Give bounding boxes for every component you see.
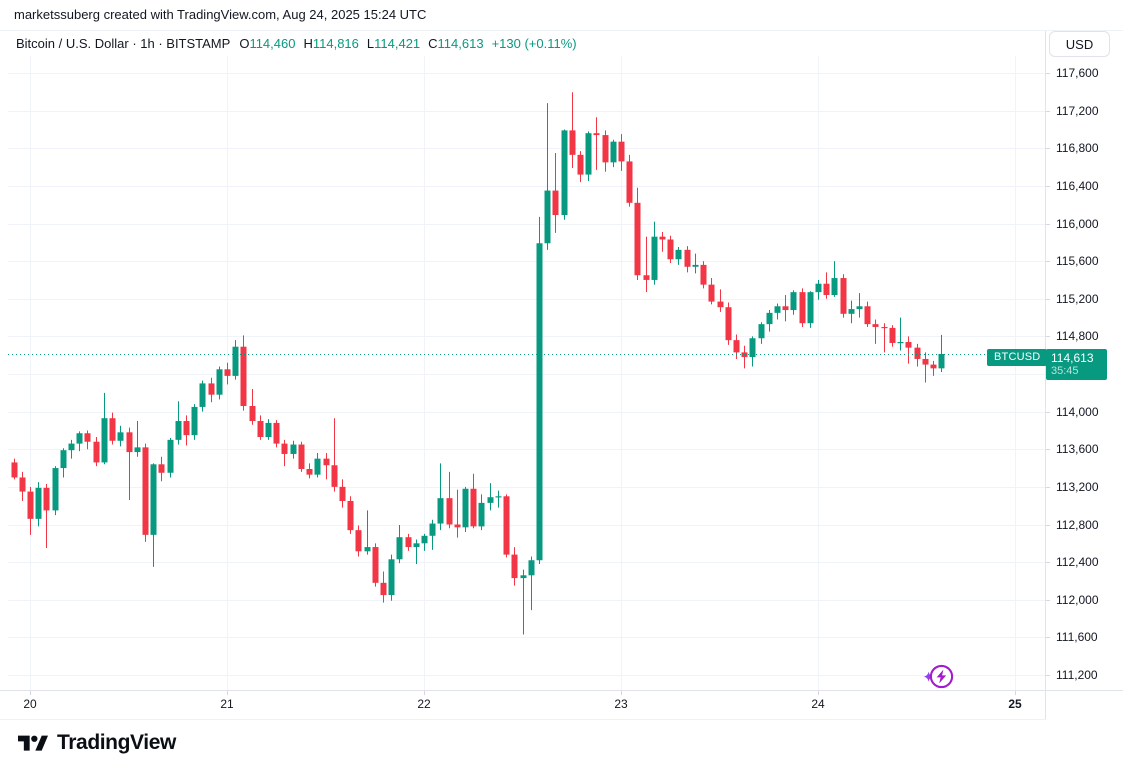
price-axis-label: 114,000 xyxy=(1056,404,1099,419)
time-axis-tick xyxy=(1015,691,1016,695)
price-axis-label: 111,200 xyxy=(1056,668,1098,682)
symbol-price-line-label: BTCUSD xyxy=(987,349,1048,366)
lightning-bolt-icon xyxy=(936,669,947,684)
price-axis-tick xyxy=(1046,525,1050,526)
price-axis-tick xyxy=(1046,487,1050,488)
price-axis-tick xyxy=(1046,637,1050,638)
time-axis-tick xyxy=(621,691,622,695)
ohlc-values: O114,460 H114,816 L114,421 C114,613 xyxy=(239,36,491,51)
price-axis-label: 117,600 xyxy=(1056,66,1099,80)
tradingview-logo-icon xyxy=(18,735,48,751)
price-axis-tick xyxy=(1046,600,1050,601)
attribution-bar: marketssuberg created with TradingView.c… xyxy=(0,0,1123,31)
tradingview-branding[interactable]: TradingView xyxy=(18,731,176,755)
price-axis-tick xyxy=(1046,299,1050,300)
price-axis-tick xyxy=(1046,186,1050,187)
time-axis-tick xyxy=(227,691,228,695)
time-axis-label: 25 xyxy=(1008,697,1022,711)
time-axis[interactable]: 20 21 22 23 24 25 xyxy=(0,691,1046,720)
price-axis-tick xyxy=(1046,111,1050,112)
bar-close-countdown: 35:45 xyxy=(1051,365,1079,377)
price-axis-tick xyxy=(1046,562,1050,563)
candles xyxy=(11,92,945,635)
last-price-value: 114,613 xyxy=(1051,351,1094,365)
time-axis-tick xyxy=(30,691,31,695)
price-axis-tick xyxy=(1046,224,1050,225)
tradingview-logo-text: TradingView xyxy=(57,731,176,754)
price-axis-label: 117,200 xyxy=(1056,103,1099,118)
price-axis-label: 115,600 xyxy=(1056,254,1099,269)
symbol-info-row: Bitcoin / U.S. Dollar · 1h · BITSTAMP O1… xyxy=(16,36,577,51)
flash-event-icon[interactable] xyxy=(923,664,954,689)
time-axis-label: 21 xyxy=(220,697,234,711)
price-axis-label: 113,600 xyxy=(1056,442,1099,457)
ohlc-o: O114,460 xyxy=(239,36,296,51)
time-axis-label: 20 xyxy=(23,697,37,711)
price-axis-tick xyxy=(1046,675,1050,676)
grid-lines xyxy=(8,56,1045,690)
time-axis-tick xyxy=(424,691,425,695)
price-axis-label: 112,000 xyxy=(1056,592,1099,607)
price-change: +130 (+0.11%) xyxy=(491,36,577,51)
price-axis-label: 115,200 xyxy=(1056,291,1099,306)
time-axis-tick xyxy=(818,691,819,695)
symbol-title: Bitcoin / U.S. Dollar · 1h · BITSTAMP xyxy=(16,36,231,51)
price-axis-label: 116,800 xyxy=(1056,141,1099,156)
price-axis-tick xyxy=(1046,412,1050,413)
ohlc-c: C114,613 xyxy=(428,36,484,51)
price-axis-label: 113,200 xyxy=(1056,479,1099,494)
price-axis-tick xyxy=(1046,261,1050,262)
currency-toggle-button[interactable]: USD xyxy=(1049,31,1110,57)
time-axis-label: 23 xyxy=(614,697,628,711)
price-axis-label: 116,400 xyxy=(1056,178,1099,193)
last-price-badge: 114,613 35:45 xyxy=(1046,349,1107,380)
time-axis-label: 24 xyxy=(811,697,825,711)
ohlc-h: H114,816 xyxy=(303,36,359,51)
attribution-text: marketssuberg created with TradingView.c… xyxy=(14,7,427,22)
price-axis-tick xyxy=(1046,336,1050,337)
ohlc-l: L114,421 xyxy=(366,36,421,51)
price-axis-tick xyxy=(1046,449,1050,450)
price-axis-label: 111,600 xyxy=(1056,630,1098,645)
price-axis-label: 112,800 xyxy=(1056,517,1099,532)
price-axis-label: 116,000 xyxy=(1056,216,1099,231)
time-axis-label: 22 xyxy=(417,697,431,711)
price-axis-tick xyxy=(1046,73,1050,74)
axis-borders xyxy=(0,30,1123,719)
price-axis-label: 112,400 xyxy=(1056,555,1099,570)
price-axis[interactable]: 117,600 117,200 116,800 116,400 116,000 115,6… xyxy=(1046,0,1123,776)
price-axis-tick xyxy=(1046,148,1050,149)
price-axis-label: 114,800 xyxy=(1056,329,1099,344)
